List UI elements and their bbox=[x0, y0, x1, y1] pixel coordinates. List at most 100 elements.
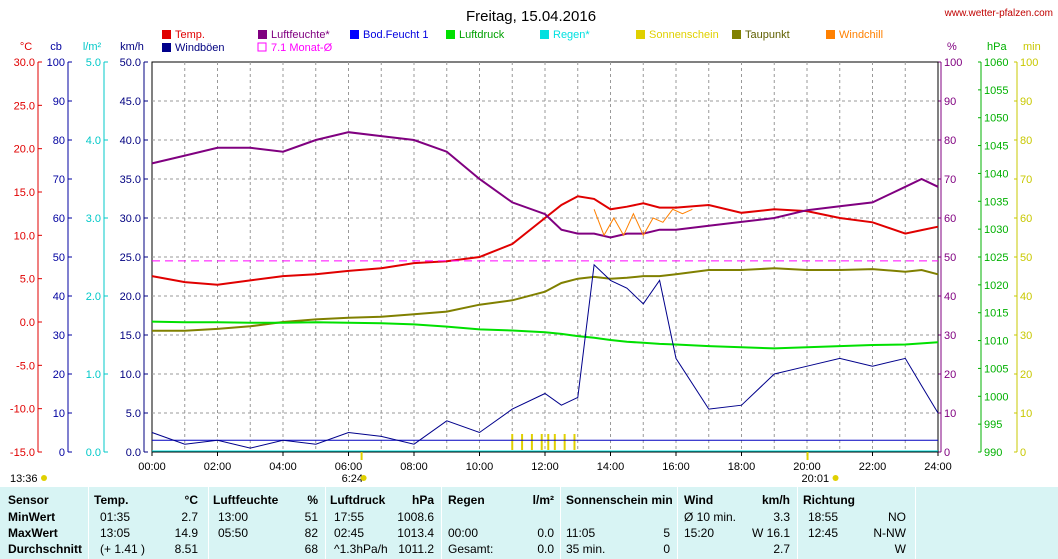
axis-unit-right-0: % bbox=[947, 41, 957, 53]
axis-label-right-1: 1020 bbox=[984, 280, 1008, 292]
axis-label-right-1: 1010 bbox=[984, 336, 1008, 348]
legend-swatch-windboeen bbox=[162, 43, 171, 52]
sunset-label: 20:01 bbox=[802, 473, 830, 485]
axis-label-left-2: 2.0 bbox=[86, 291, 101, 303]
table-cell: 0 bbox=[663, 542, 670, 556]
legend-swatch-temp bbox=[162, 30, 171, 39]
table-header: l/m² bbox=[532, 493, 554, 507]
table-divider bbox=[208, 487, 209, 559]
table-header: hPa bbox=[411, 493, 434, 507]
table-cell: 35 min. bbox=[566, 542, 606, 556]
axis-label-right-1: 1040 bbox=[984, 168, 1008, 180]
legend-swatch-windchill bbox=[826, 30, 835, 39]
axis-label-right-1: 1005 bbox=[984, 363, 1008, 375]
table-divider bbox=[797, 487, 798, 559]
table-cell: 02:45 bbox=[334, 526, 365, 540]
table-header: °C bbox=[184, 493, 198, 507]
table-header: Richtung bbox=[803, 493, 855, 507]
axis-label-left-1: 0 bbox=[59, 447, 65, 459]
axis-label-right-2: 10 bbox=[1020, 408, 1032, 420]
table-cell: 51 bbox=[304, 510, 318, 524]
axis-label-left-3: 20.0 bbox=[120, 291, 141, 303]
axis-label-right-1: 1025 bbox=[984, 252, 1008, 264]
table-cell: 14.9 bbox=[174, 526, 198, 540]
axis-label-left-1: 90 bbox=[53, 96, 65, 108]
table-cell: 0.0 bbox=[537, 542, 554, 556]
right-axes: %1009080706050403020100hPa10601055105010… bbox=[938, 41, 1041, 459]
axis-label-right-0: 50 bbox=[944, 252, 956, 264]
legend-swatch-monat bbox=[257, 42, 267, 52]
table-cell: 13:00 bbox=[218, 510, 249, 524]
table-header: Luftdruck bbox=[330, 493, 386, 507]
table-header: Sonnenschein min bbox=[566, 493, 673, 507]
x-tick-label: 10:00 bbox=[466, 461, 494, 473]
table-cell: W bbox=[894, 542, 906, 556]
table-cell: 1013.4 bbox=[397, 526, 434, 540]
series-windchill bbox=[593, 208, 693, 237]
table-row-label: MinWert bbox=[8, 510, 56, 524]
axis-label-left-1: 60 bbox=[53, 213, 65, 225]
chart-title: Freitag, 15.04.2016 bbox=[466, 8, 596, 25]
table-row-label: MaxWert bbox=[8, 526, 58, 540]
axis-label-left-2: 4.0 bbox=[86, 135, 101, 147]
table-cell: 0.0 bbox=[537, 526, 554, 540]
axis-unit-left-0: °C bbox=[20, 41, 32, 53]
sun-markers: 6:24 20:01 13:36 bbox=[10, 452, 839, 485]
axis-label-right-1: 990 bbox=[984, 447, 1002, 459]
axis-label-left-3: 5.0 bbox=[126, 408, 141, 420]
axis-label-right-1: 1045 bbox=[984, 141, 1008, 153]
table-cell: Ø 10 min. bbox=[684, 510, 737, 524]
x-axis: 00:00 02:00 04:00 06:00 08:00 10:00 12:00 14:00… bbox=[138, 452, 952, 473]
axis-label-right-0: 70 bbox=[944, 174, 956, 186]
table-header: Sensor bbox=[8, 493, 49, 507]
series-taupunkt bbox=[152, 267, 939, 332]
axis-label-left-0: 30.0 bbox=[14, 57, 35, 69]
table-cell: 15:20 bbox=[684, 526, 715, 540]
legend-label-sonnenschein: Sonnenschein bbox=[649, 29, 719, 41]
axis-unit-left-3: km/h bbox=[120, 41, 144, 53]
series-luftdruck bbox=[151, 320, 939, 350]
axis-label-left-3: 10.0 bbox=[120, 369, 141, 381]
table-divider bbox=[88, 487, 89, 559]
stats-table: Sensor Temp. °C Luftfeuchte% Luftdruck hPa Reg… bbox=[0, 487, 1058, 559]
table-cell: Gesamt: bbox=[448, 542, 494, 556]
legend-swatch-taupunkt bbox=[732, 30, 741, 39]
axis-label-left-0: 0.0 bbox=[20, 317, 35, 329]
axis-label-left-2: 1.0 bbox=[86, 369, 101, 381]
x-tick-label: 24:00 bbox=[924, 461, 952, 473]
table-cell: 1011.2 bbox=[398, 542, 434, 556]
x-tick-label: 20:00 bbox=[793, 461, 821, 473]
table-divider bbox=[325, 487, 326, 559]
axis-unit-left-2: l/m² bbox=[83, 41, 102, 53]
left-time-label: 13:36 bbox=[10, 473, 38, 485]
axis-label-right-0: 30 bbox=[944, 330, 956, 342]
axis-label-right-0: 0 bbox=[944, 447, 950, 459]
axis-label-left-2: 0.0 bbox=[86, 447, 101, 459]
axis-label-left-0: 5.0 bbox=[20, 274, 35, 286]
axis-label-right-2: 100 bbox=[1020, 57, 1038, 69]
table-cell: 82 bbox=[304, 526, 318, 540]
axis-label-right-0: 40 bbox=[944, 291, 956, 303]
axis-label-left-0: -5.0 bbox=[16, 360, 35, 372]
axis-label-right-1: 1060 bbox=[984, 57, 1008, 69]
x-tick-label: 08:00 bbox=[400, 461, 428, 473]
table-cell: 8.51 bbox=[174, 542, 198, 556]
series-lines bbox=[151, 131, 939, 452]
axis-label-left-1: 20 bbox=[53, 369, 65, 381]
table-cell: 11:05 bbox=[566, 526, 596, 540]
series-luftfeuchte bbox=[151, 131, 939, 239]
table-header: Temp. bbox=[94, 493, 129, 507]
table-cell: 5 bbox=[663, 526, 670, 540]
left-axes: °C 30.0 25.0 20.0 15.0 10.0 5.0 0.0 -5.0 -10.0 -15… bbox=[10, 41, 148, 459]
table-divider bbox=[560, 487, 561, 559]
table-cell: W 16.1 bbox=[751, 526, 790, 540]
table-cell: 17:55 bbox=[334, 510, 365, 524]
axis-label-right-2: 40 bbox=[1020, 291, 1032, 303]
axis-label-left-2: 5.0 bbox=[86, 57, 101, 69]
table-cell: 18:55 bbox=[808, 510, 839, 524]
weather-chart: Freitag, 15.04.2016 www.wetter-pfalzen.c… bbox=[10, 8, 1053, 485]
site-url[interactable]: www.wetter-pfalzen.com bbox=[944, 8, 1053, 19]
axis-label-right-2: 80 bbox=[1020, 135, 1032, 147]
axis-label-right-1: 1035 bbox=[984, 196, 1008, 208]
x-tick-label: 22:00 bbox=[859, 461, 887, 473]
